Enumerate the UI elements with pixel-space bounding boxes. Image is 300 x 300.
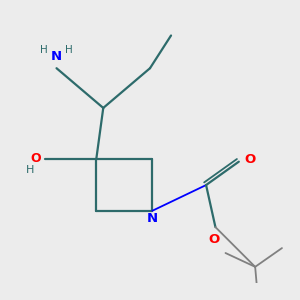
- Text: O: O: [244, 153, 256, 166]
- Text: O: O: [31, 152, 41, 165]
- Text: O: O: [209, 233, 220, 246]
- Text: H: H: [65, 45, 73, 56]
- Text: N: N: [147, 212, 158, 225]
- Text: H: H: [40, 45, 47, 56]
- Text: H: H: [26, 165, 34, 175]
- Text: N: N: [51, 50, 62, 63]
